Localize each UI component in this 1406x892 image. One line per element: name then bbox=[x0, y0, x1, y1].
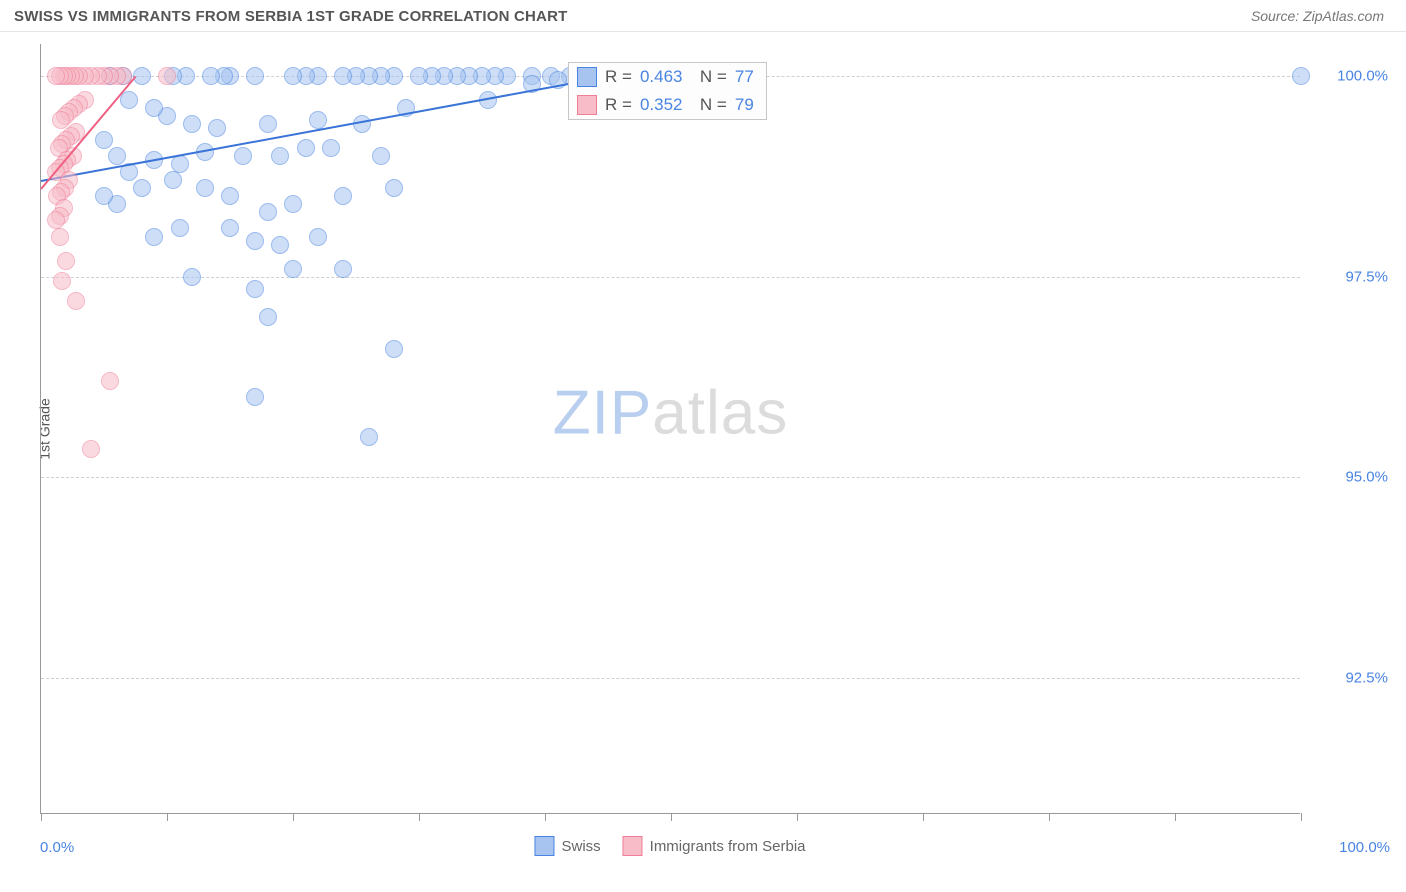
data-point bbox=[234, 147, 252, 165]
data-point bbox=[1292, 67, 1310, 85]
gridline bbox=[41, 277, 1300, 278]
data-point bbox=[246, 280, 264, 298]
legend-swatch-icon bbox=[577, 67, 597, 87]
watermark: ZIPatlas bbox=[553, 378, 788, 449]
data-point bbox=[271, 236, 289, 254]
data-point bbox=[360, 428, 378, 446]
data-point bbox=[385, 340, 403, 358]
stats-box: R = 0.463 N = 77R = 0.352 N = 79 bbox=[568, 62, 767, 120]
data-point bbox=[51, 228, 69, 246]
y-tick-label: 100.0% bbox=[1308, 68, 1388, 85]
legend-swatch-icon bbox=[623, 836, 643, 856]
data-point bbox=[47, 211, 65, 229]
legend-item: Immigrants from Serbia bbox=[623, 836, 806, 856]
x-tick bbox=[1175, 813, 1176, 821]
data-point bbox=[95, 131, 113, 149]
data-point bbox=[47, 67, 65, 85]
legend-label: Immigrants from Serbia bbox=[650, 838, 806, 855]
data-point bbox=[67, 292, 85, 310]
data-point bbox=[284, 195, 302, 213]
x-tick bbox=[797, 813, 798, 821]
data-point bbox=[183, 115, 201, 133]
data-point bbox=[246, 388, 264, 406]
legend-swatch-icon bbox=[577, 95, 597, 115]
x-axis-min-label: 0.0% bbox=[40, 839, 74, 856]
gridline bbox=[41, 477, 1300, 478]
legend-item: Swiss bbox=[534, 836, 600, 856]
x-tick bbox=[419, 813, 420, 821]
data-point bbox=[334, 260, 352, 278]
data-point bbox=[334, 67, 352, 85]
chart-source: Source: ZipAtlas.com bbox=[1251, 8, 1384, 24]
data-point bbox=[196, 179, 214, 197]
plot-wrap: 1st Grade ZIPatlas 92.5%95.0%97.5%100.0%… bbox=[40, 44, 1300, 814]
data-point bbox=[95, 187, 113, 205]
data-point bbox=[133, 179, 151, 197]
stats-row: R = 0.352 N = 79 bbox=[569, 91, 766, 119]
y-tick-label: 97.5% bbox=[1308, 268, 1388, 285]
legend: Swiss Immigrants from Serbia bbox=[534, 836, 805, 856]
data-point bbox=[271, 147, 289, 165]
data-point bbox=[284, 67, 302, 85]
x-tick bbox=[923, 813, 924, 821]
data-point bbox=[145, 99, 163, 117]
data-point bbox=[57, 252, 75, 270]
chart-title: SWISS VS IMMIGRANTS FROM SERBIA 1ST GRAD… bbox=[14, 8, 567, 25]
data-point bbox=[82, 440, 100, 458]
data-point bbox=[297, 139, 315, 157]
stats-row: R = 0.463 N = 77 bbox=[569, 63, 766, 91]
x-axis-max-label: 100.0% bbox=[1339, 839, 1390, 856]
data-point bbox=[221, 219, 239, 237]
data-point bbox=[52, 111, 70, 129]
data-point bbox=[108, 147, 126, 165]
data-point bbox=[309, 111, 327, 129]
x-tick bbox=[1049, 813, 1050, 821]
data-point bbox=[284, 260, 302, 278]
x-tick bbox=[167, 813, 168, 821]
data-point bbox=[53, 272, 71, 290]
x-tick bbox=[41, 813, 42, 821]
data-point bbox=[246, 232, 264, 250]
data-point bbox=[101, 372, 119, 390]
data-point bbox=[183, 268, 201, 286]
legend-label: Swiss bbox=[561, 838, 600, 855]
data-point bbox=[309, 228, 327, 246]
data-point bbox=[322, 139, 340, 157]
data-point bbox=[158, 67, 176, 85]
y-tick-label: 95.0% bbox=[1308, 469, 1388, 486]
data-point bbox=[246, 67, 264, 85]
data-point bbox=[145, 228, 163, 246]
data-point bbox=[208, 119, 226, 137]
data-point bbox=[372, 147, 390, 165]
x-tick bbox=[1301, 813, 1302, 821]
data-point bbox=[171, 219, 189, 237]
data-point bbox=[385, 179, 403, 197]
legend-swatch-icon bbox=[534, 836, 554, 856]
data-point bbox=[410, 67, 428, 85]
x-tick bbox=[293, 813, 294, 821]
chart-header: SWISS VS IMMIGRANTS FROM SERBIA 1ST GRAD… bbox=[0, 0, 1406, 32]
x-tick bbox=[545, 813, 546, 821]
data-point bbox=[259, 308, 277, 326]
gridline bbox=[41, 678, 1300, 679]
data-point bbox=[202, 67, 220, 85]
plot-area: ZIPatlas 92.5%95.0%97.5%100.0%R = 0.463 … bbox=[40, 44, 1300, 814]
data-point bbox=[353, 115, 371, 133]
data-point bbox=[259, 115, 277, 133]
data-point bbox=[221, 187, 239, 205]
data-point bbox=[120, 91, 138, 109]
x-tick bbox=[671, 813, 672, 821]
data-point bbox=[334, 187, 352, 205]
data-point bbox=[259, 203, 277, 221]
data-point bbox=[164, 171, 182, 189]
y-tick-label: 92.5% bbox=[1308, 669, 1388, 686]
